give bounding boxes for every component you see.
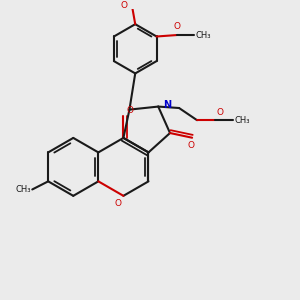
Text: O: O: [216, 108, 224, 117]
Text: O: O: [126, 106, 133, 115]
Text: O: O: [174, 22, 181, 31]
Text: N: N: [164, 100, 172, 110]
Text: CH₃: CH₃: [196, 31, 211, 40]
Text: O: O: [115, 199, 122, 208]
Text: O: O: [187, 141, 194, 150]
Text: CH₃: CH₃: [234, 116, 250, 125]
Text: O: O: [120, 1, 128, 10]
Text: CH₃: CH₃: [15, 185, 31, 194]
